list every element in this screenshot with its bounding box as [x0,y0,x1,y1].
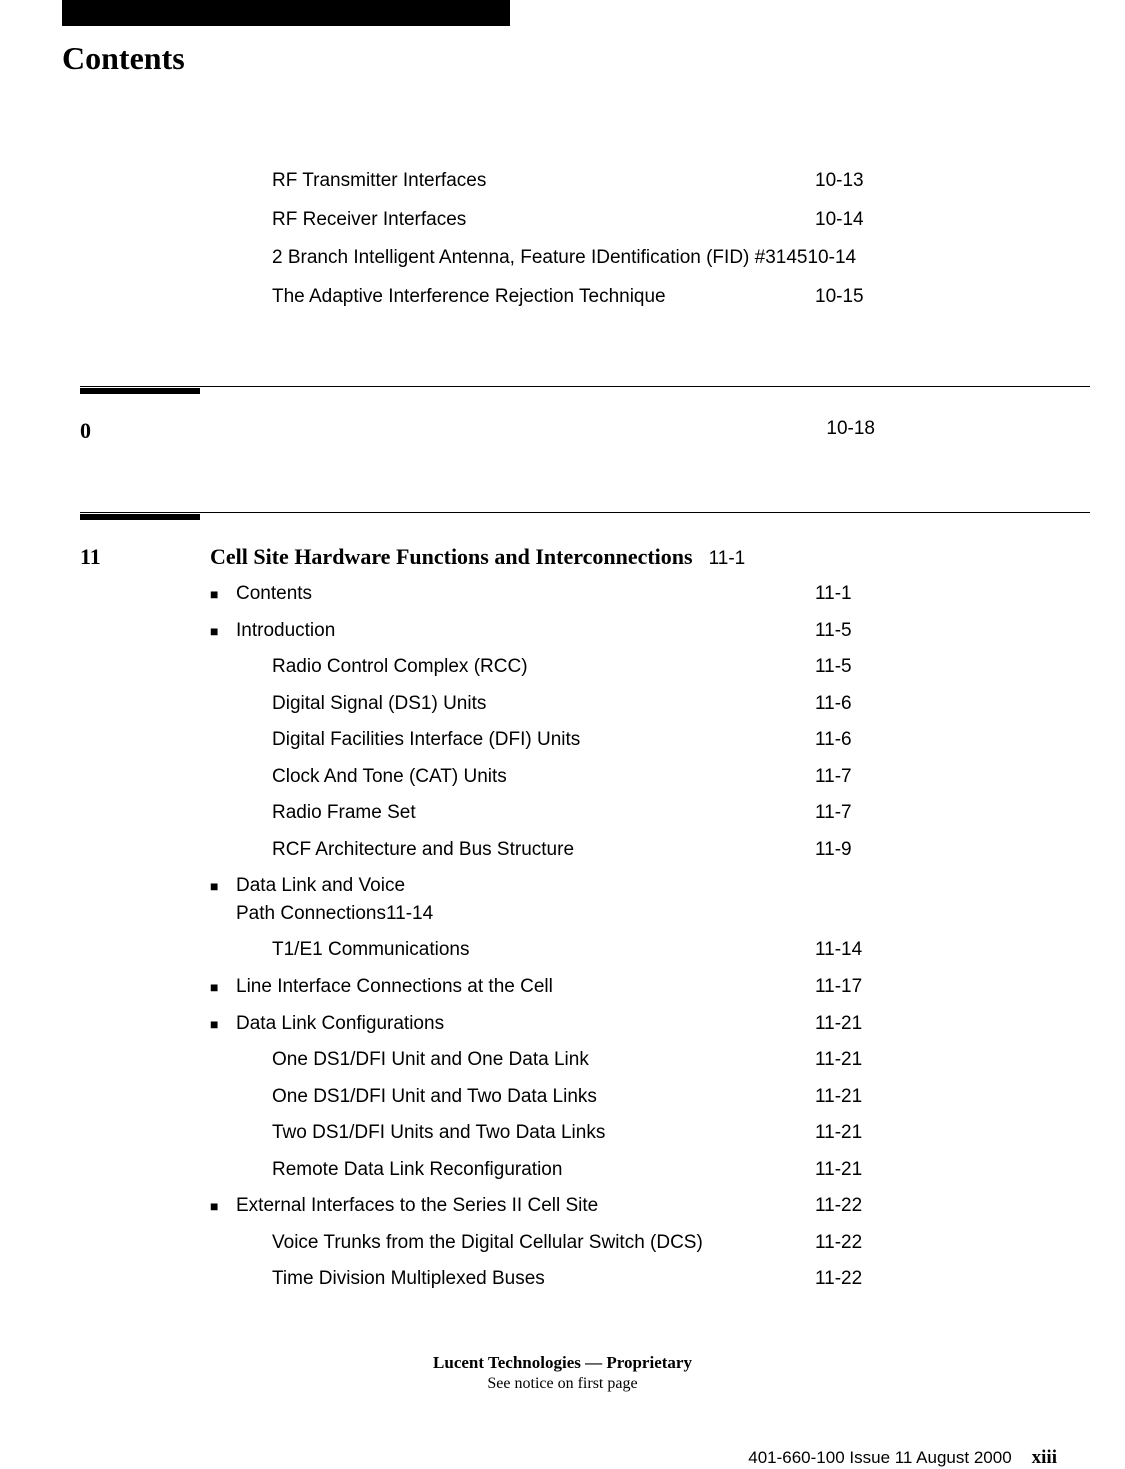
toc-page: 11-21 [815,1156,875,1184]
pre-toc-label: RF Transmitter Interfaces [272,167,486,196]
separator [80,386,1090,394]
bullet-icon: ■ [210,876,236,896]
toc-page: 11-6 [815,690,875,718]
footer-proprietary: Lucent Technologies — Proprietary [0,1353,1125,1373]
toc-page: 11-1 [815,580,875,608]
toc-sub-item: Remote Data Link Reconfiguration 11-21 [272,1156,1125,1184]
toc-label: One DS1/DFI Unit and Two Data Links [272,1083,815,1111]
toc-sub-item: T1/E1 Communications 11-14 [272,936,1125,964]
toc-sub-item: Radio Control Complex (RCC) 11-5 [272,653,1125,681]
pre-toc-group: RF Transmitter Interfaces 10-13 RF Recei… [272,167,1125,311]
bullet-icon: ■ [210,1196,236,1216]
toc-page: 11-21 [815,1119,875,1147]
section-11-title: Cell Site Hardware Functions and Interco… [210,544,693,570]
toc-item-external-interfaces: ■ External Interfaces to the Series II C… [210,1192,1125,1220]
pre-toc-row: 2 Branch Intelligent Antenna, Feature ID… [272,244,1125,273]
toc-sub-item: Time Division Multiplexed Buses 11-22 [272,1265,1125,1293]
toc-page: 11-21 [815,1010,875,1038]
separator-thin-line [80,512,1090,513]
toc-sub-item: Radio Frame Set 11-7 [272,799,1125,827]
toc-page: 11-21 [815,1046,875,1074]
toc-page: 11-5 [815,617,875,645]
toc-page: 11-9 [815,836,875,864]
pre-toc-row: RF Receiver Interfaces 10-14 [272,206,1125,235]
toc-item-data-link-config: ■ Data Link Configurations 11-21 [210,1010,1125,1038]
toc-sub-item: Voice Trunks from the Digital Cellular S… [272,1229,1125,1257]
pre-toc-label: The Adaptive Interference Rejection Tech… [272,283,666,312]
toc-label: Clock And Tone (CAT) Units [272,763,815,791]
footer-page-number: xiii [1032,1447,1057,1469]
separator-thin-line [80,386,1090,387]
toc-sub-item: Digital Facilities Interface (DFI) Units… [272,726,1125,754]
toc-label: External Interfaces to the Series II Cel… [236,1192,815,1220]
toc-item-introduction: ■ Introduction 11-5 [210,617,1125,645]
toc-page: 11-22 [815,1229,875,1257]
toc-label: Line Interface Connections at the Cell [236,973,815,1001]
toc-label-line1: Data Link and Voice [236,872,815,900]
toc-label: RCF Architecture and Bus Structure [272,836,815,864]
section-11-page: 11-1 [709,548,746,570]
bullet-icon: ■ [210,584,236,604]
bullet-icon: ■ [210,977,236,997]
section-zero-num: 0 [80,418,91,444]
toc-page: 11-5 [815,653,875,681]
toc-sub-item: Clock And Tone (CAT) Units 11-7 [272,763,1125,791]
separator-thick-line [80,388,200,394]
footer-notice: See notice on first page [0,1375,1125,1393]
toc-label: Contents [236,580,815,608]
section-zero-page: 10-18 [826,418,875,444]
toc-label: Data Link Configurations [236,1010,815,1038]
toc-label: Voice Trunks from the Digital Cellular S… [272,1229,815,1257]
toc-sub-item: Two DS1/DFI Units and Two Data Links 11-… [272,1119,1125,1147]
top-black-bar [62,0,510,26]
toc-label: One DS1/DFI Unit and One Data Link [272,1046,815,1074]
separator-thick-line [80,514,200,520]
toc-label: Digital Signal (DS1) Units [272,690,815,718]
footer-bottom: 401-660-100 Issue 11 August 2000 xiii [0,1447,1057,1469]
toc-label: T1/E1 Communications [272,936,815,964]
toc-page: 11-14 [815,936,875,964]
toc-sub-item: RCF Architecture and Bus Structure 11-9 [272,836,1125,864]
toc-label: Remote Data Link Reconfiguration [272,1156,815,1184]
toc-label: Data Link and Voice Path Connections11-1… [236,872,815,927]
section-11-heading-row: 11 Cell Site Hardware Functions and Inte… [80,544,1125,570]
toc-page: 11-17 [815,973,875,1001]
toc-label: Introduction [236,617,815,645]
footer-issue: 401-660-100 Issue 11 August 2000 [748,1448,1011,1468]
separator [80,512,1090,520]
page-title: Contents [62,40,1125,77]
toc-page: 11-7 [815,763,875,791]
pre-toc-page: 10-13 [815,167,875,196]
toc-label: Time Division Multiplexed Buses [272,1265,815,1293]
toc-page: 11-21 [815,1083,875,1111]
toc-page: 11-7 [815,799,875,827]
toc-page: 11-22 [815,1192,875,1220]
bullet-icon: ■ [210,621,236,641]
toc-item-data-link-voice: ■ Data Link and Voice Path Connections11… [210,872,1125,927]
toc-label: Digital Facilities Interface (DFI) Units [272,726,815,754]
toc-page: 11-6 [815,726,875,754]
toc-item-contents: ■ Contents 11-1 [210,580,1125,608]
toc-label: Radio Frame Set [272,799,815,827]
toc-list: ■ Contents 11-1 ■ Introduction 11-5 Radi… [210,580,1125,1293]
toc-label: Two DS1/DFI Units and Two Data Links [272,1119,815,1147]
pre-toc-row: The Adaptive Interference Rejection Tech… [272,283,1125,312]
toc-sub-item: One DS1/DFI Unit and One Data Link 11-21 [272,1046,1125,1074]
pre-toc-label: RF Receiver Interfaces [272,206,466,235]
pre-toc-row: RF Transmitter Interfaces 10-13 [272,167,1125,196]
toc-label-line2: Path Connections11-14 [236,900,815,928]
toc-label: Radio Control Complex (RCC) [272,653,815,681]
toc-sub-item: Digital Signal (DS1) Units 11-6 [272,690,1125,718]
pre-toc-page: 10-14 [815,206,875,235]
section-11-num: 11 [80,544,210,570]
toc-item-line-interface: ■ Line Interface Connections at the Cell… [210,973,1125,1001]
toc-page: 11-22 [815,1265,875,1293]
pre-toc-page: 10-15 [815,283,875,312]
bullet-icon: ■ [210,1014,236,1034]
section-zero-row: 0 10-18 [80,418,1125,444]
pre-toc-label: 2 Branch Intelligent Antenna, Feature ID… [272,244,932,273]
toc-sub-item: One DS1/DFI Unit and Two Data Links 11-2… [272,1083,1125,1111]
